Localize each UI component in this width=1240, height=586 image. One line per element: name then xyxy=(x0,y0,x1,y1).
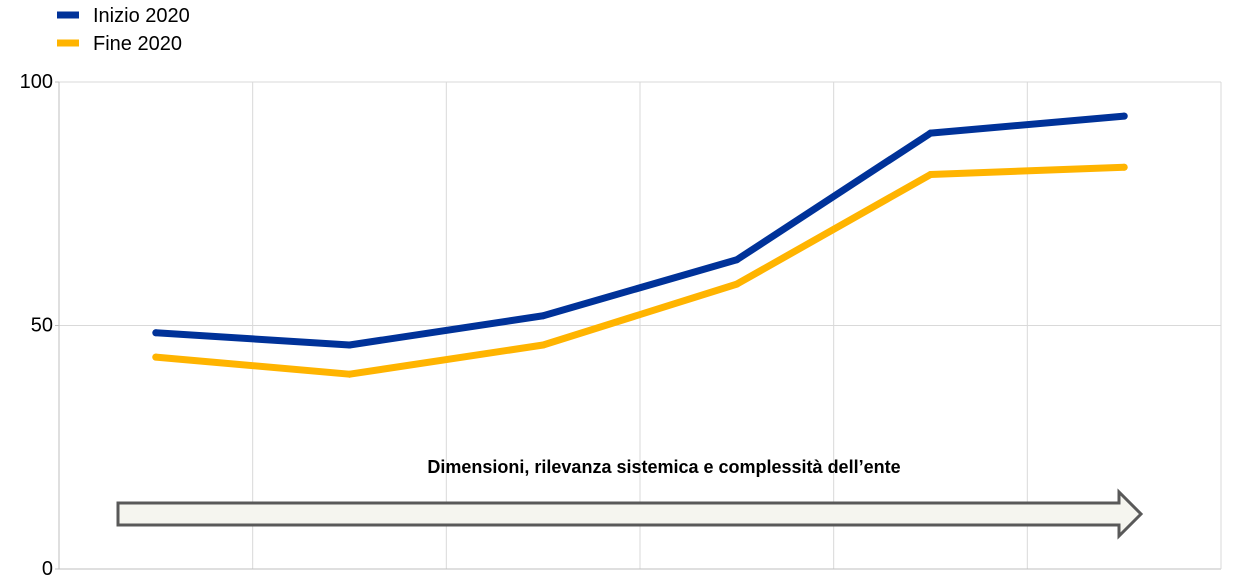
series-1-point xyxy=(1120,112,1128,120)
y-axis-ticks: 0 50 100 xyxy=(20,71,59,580)
y-tick-label: 50 xyxy=(31,315,53,337)
legend: Inizio 2020 Fine 2020 xyxy=(57,5,190,55)
series-2-point xyxy=(927,171,934,179)
series-line-2 xyxy=(152,163,1128,378)
annotation-label: Dimensioni, rilevanza sistemica e comple… xyxy=(427,457,900,477)
series-line-1 xyxy=(152,112,1128,349)
gridlines xyxy=(59,81,1221,569)
series-1-point xyxy=(927,129,934,137)
direction-annotation: Dimensioni, rilevanza sistemica e comple… xyxy=(116,457,1144,540)
legend-label: Inizio 2020 xyxy=(93,5,190,27)
y-tick-label: 100 xyxy=(20,71,53,93)
y-tick-label: 0 xyxy=(42,558,53,580)
series-1-point xyxy=(346,341,353,349)
series-2-point xyxy=(1120,163,1128,171)
legend-label: Fine 2020 xyxy=(93,33,182,55)
series-2-point xyxy=(539,341,547,349)
direction-arrow xyxy=(116,488,1144,540)
series-1-point xyxy=(539,312,547,320)
series-1-point xyxy=(733,256,741,264)
series-2-point xyxy=(152,353,160,361)
series-1-point xyxy=(152,329,160,337)
series-lines xyxy=(152,112,1128,378)
series-2-point xyxy=(346,370,353,378)
series-2-point xyxy=(733,280,741,288)
